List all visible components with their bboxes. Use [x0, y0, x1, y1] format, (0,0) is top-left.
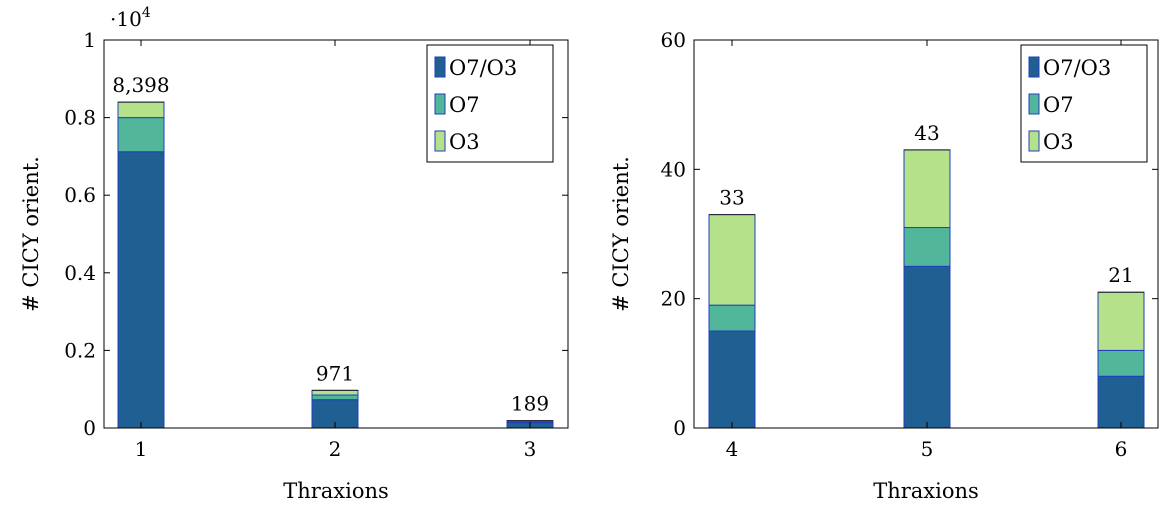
legend-swatch-o7-o3 [1028, 56, 1040, 78]
y-tick-label: 60 [661, 28, 686, 52]
y-scale-exponent: 4 [142, 5, 151, 21]
bar-segment-1-o7 [117, 117, 165, 153]
total-label-2: 971 [316, 361, 354, 385]
bar-segment-1-o7-o3 [117, 151, 165, 429]
bar-segment-4-o7-o3 [708, 330, 756, 429]
y-axis-label: # CICY orient. [609, 156, 633, 312]
legend-label-o7-o3: O7/O3 [449, 56, 517, 80]
legend-swatch-o7 [1028, 93, 1040, 115]
y-tick-label: 0 [83, 416, 96, 440]
total-label-5: 43 [914, 121, 939, 145]
legend-box [1020, 44, 1148, 163]
bar-segment-5-o3 [903, 149, 951, 229]
x-axis-label: Thraxions [283, 479, 389, 503]
right-chart-panel: 33 43 21 0 20 40 60 4 5 6 Thraxions # CICY orient. O… [609, 28, 1159, 503]
legend: O7/O3 O7 O3 [1020, 44, 1148, 163]
axis-frame [103, 39, 569, 429]
bar-segment-6-o7 [1097, 349, 1145, 377]
bar-segment-4-o3 [708, 214, 756, 306]
y-tick-label: 1 [83, 28, 96, 52]
x-tick-label: 6 [1115, 437, 1128, 461]
legend-label-o7: O7 [449, 93, 480, 117]
legend: O7/O3 O7 O3 [426, 44, 554, 163]
y-axis-label: # CICY orient. [19, 156, 43, 312]
x-axis-label: Thraxions [873, 479, 979, 503]
y-tick-label: 0.2 [64, 338, 96, 362]
legend-label-o3: O3 [1043, 130, 1074, 154]
y-tick-label: 0.8 [64, 106, 96, 130]
y-tick-label: 40 [661, 157, 686, 181]
bar-segment-1-o3 [117, 101, 165, 119]
bar-segment-5-o7 [903, 227, 951, 267]
total-label-1: 8,398 [112, 73, 169, 97]
left-chart-panel: 8,398 971 189 0 0.2 0.4 0.6 0.8 1 1 2 3 Thraxions # C… [19, 5, 569, 503]
y-tick-label: 0 [673, 416, 686, 440]
legend-box [426, 44, 554, 163]
total-label-3: 189 [511, 392, 549, 416]
axis-frame [693, 39, 1159, 429]
legend-swatch-o3 [1028, 130, 1040, 152]
bar-segment-5-o7-o3 [903, 265, 951, 429]
y-tick-label: 0.4 [64, 261, 96, 285]
legend-swatch-o7 [434, 93, 446, 115]
legend-label-o7: O7 [1043, 93, 1074, 117]
bar-segment-2-o3 [311, 389, 359, 396]
bar-segment-6-o7-o3 [1097, 375, 1145, 429]
legend-swatch-o7-o3 [434, 56, 446, 78]
y-scale-multiplier: ·104 [110, 5, 151, 31]
x-tick-label: 4 [726, 437, 739, 461]
x-tick-label: 1 [135, 437, 148, 461]
bar-segment-4-o7 [708, 304, 756, 332]
y-tick-label: 20 [661, 287, 686, 311]
x-tick-label: 2 [329, 437, 342, 461]
legend-label-o7-o3: O7/O3 [1043, 56, 1111, 80]
bar-segment-6-o3 [1097, 291, 1145, 351]
bar-segment-2-o7 [311, 394, 359, 401]
x-tick-label: 5 [921, 437, 934, 461]
total-label-4: 33 [719, 186, 744, 210]
x-tick-label: 3 [524, 437, 537, 461]
legend-label-o3: O3 [449, 130, 480, 154]
y-tick-label: 0.6 [64, 183, 96, 207]
legend-swatch-o3 [434, 130, 446, 152]
total-label-6: 21 [1108, 263, 1133, 287]
